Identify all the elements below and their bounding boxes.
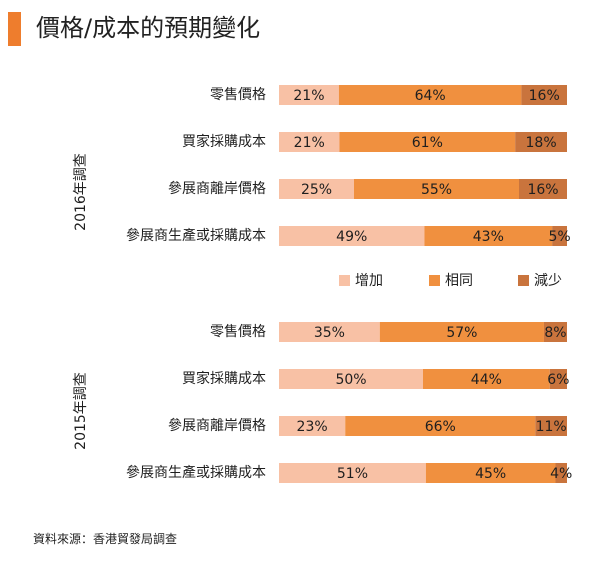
category-label: 參展商離岸價格 [168, 417, 266, 434]
data-label: 35% [314, 325, 345, 341]
data-label: 23% [297, 419, 328, 435]
title-accent-bar [8, 12, 21, 46]
bar-segment-same [338, 85, 522, 105]
bar-segment-same [339, 132, 516, 152]
bar-segment-increase [279, 226, 425, 246]
data-label: 5% [548, 229, 570, 245]
category-label: 參展商生產或採購成本 [126, 464, 266, 481]
source-note: 資料來源：香港貿發局調查 [33, 532, 178, 546]
bar-segment-same [354, 179, 519, 199]
bar-segment-decrease [552, 226, 567, 246]
bar-segment-same [379, 322, 544, 342]
bar-segment-same [345, 416, 536, 436]
data-label: 43% [473, 229, 504, 245]
bar-segment-increase [279, 463, 426, 483]
bar-segment-decrease [535, 416, 567, 436]
category-label: 零售價格 [210, 323, 266, 340]
category-label: 參展商離岸價格 [168, 180, 266, 197]
data-label: 16% [529, 88, 560, 104]
data-label: 57% [446, 325, 477, 341]
category-label: 參展商生產或採購成本 [126, 227, 266, 244]
data-label: 50% [335, 372, 366, 388]
bar-segment-increase [279, 85, 339, 105]
bar-segment-increase [279, 416, 346, 436]
data-label: 21% [293, 88, 324, 104]
data-label: 18% [526, 135, 557, 151]
legend-label: 相同 [445, 273, 473, 289]
bar-segment-increase [279, 179, 354, 199]
category-label: 買家採購成本 [182, 133, 266, 150]
data-label: 45% [475, 466, 506, 482]
bar-segment-decrease [543, 322, 567, 342]
legend-swatch [429, 275, 440, 286]
data-label: 55% [421, 182, 452, 198]
data-label: 25% [301, 182, 332, 198]
group-label-1: 2016年調查 [73, 153, 89, 231]
data-label: 16% [527, 182, 558, 198]
category-label: 買家採購成本 [182, 370, 266, 387]
bar-segment-decrease [549, 369, 567, 389]
legend-swatch [339, 275, 350, 286]
data-label: 8% [544, 325, 566, 341]
bar-segment-same [423, 369, 550, 389]
bar-segment-decrease [515, 132, 567, 152]
data-label: 21% [294, 135, 325, 151]
bar-segment-decrease [519, 179, 567, 199]
legend-label: 減少 [534, 272, 562, 289]
data-label: 44% [471, 372, 502, 388]
data-label: 49% [336, 229, 367, 245]
bar-segment-same [425, 463, 556, 483]
data-label: 66% [425, 419, 456, 435]
data-label: 4% [550, 466, 572, 482]
data-label: 51% [337, 466, 368, 482]
bar-segment-same [424, 226, 553, 246]
bar-segment-decrease [555, 463, 567, 483]
bar-segment-increase [279, 369, 423, 389]
legend-swatch [518, 275, 529, 286]
data-label: 61% [412, 135, 443, 151]
group-label-2: 2015年調查 [73, 372, 89, 450]
chart-title: 價格/成本的預期變化 [36, 14, 261, 42]
data-label: 6% [547, 372, 569, 388]
category-label: 零售價格 [210, 86, 266, 103]
data-label: 64% [415, 88, 446, 104]
data-label: 11% [536, 419, 567, 435]
legend-label: 增加 [355, 273, 383, 289]
bar-segment-increase [279, 132, 340, 152]
bar-segment-increase [279, 322, 380, 342]
bar-segment-decrease [521, 85, 567, 105]
